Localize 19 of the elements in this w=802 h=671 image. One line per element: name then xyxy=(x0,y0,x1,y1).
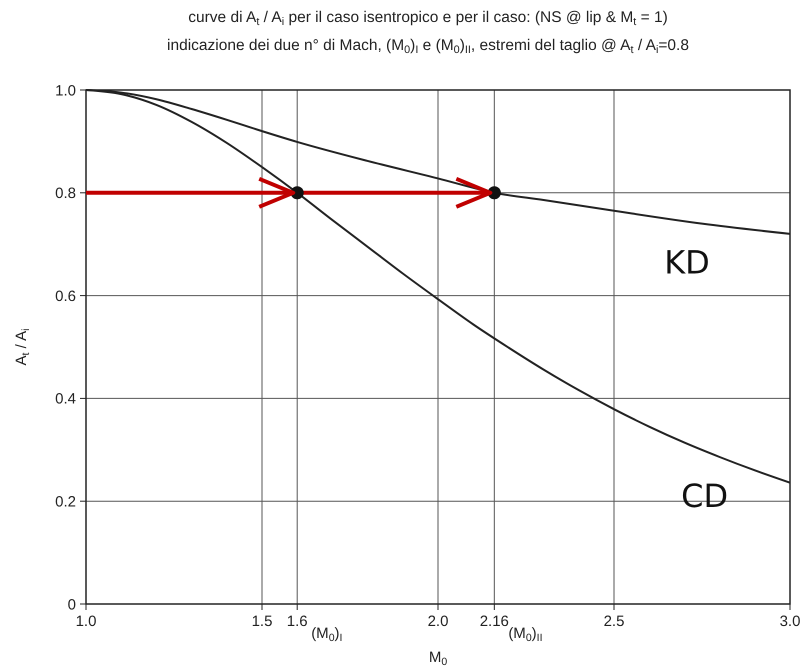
y-tick-label: 0.4 xyxy=(55,390,76,408)
x-tick-label: 1.0 xyxy=(76,613,96,630)
y-tick-label: 0 xyxy=(68,596,76,614)
x-axis-title: M$_{0}$ xyxy=(428,649,448,668)
x-tick-label: 1.5 xyxy=(252,613,272,630)
x-tick-label: 2.5 xyxy=(604,613,624,630)
x-tick-label: 1.6 xyxy=(286,613,308,630)
chart-title: curve di A$_{t}$ / A$_{i}$ per il caso isentropico e per il caso: (NS @ lip & M$_{t}$ = 1) xyxy=(188,9,668,28)
series-label: KD xyxy=(664,244,710,282)
text: (M$_{0}$)$_{II}$ xyxy=(508,625,543,644)
y-tick-label: 1.0 xyxy=(55,82,76,100)
y-tick-label: 0.8 xyxy=(55,185,76,202)
y-tick-label: 0.2 xyxy=(55,493,76,510)
x-tick-label: 2.0 xyxy=(428,613,448,630)
x-tick-label: 3.0 xyxy=(780,613,800,630)
x-tick-label: 2.16 xyxy=(480,613,509,630)
text: (M$_{0}$)$_{I}$ xyxy=(311,625,342,644)
text: indicazione dei due n° di Mach, (M$_{0}$)$_{I}$ e (M$_{0}$)$_{II}$, estremi del taglio @ A$_{t}$ / A$_{i}$=0.8 xyxy=(167,37,689,56)
y-tick-label: 0.6 xyxy=(55,288,76,305)
